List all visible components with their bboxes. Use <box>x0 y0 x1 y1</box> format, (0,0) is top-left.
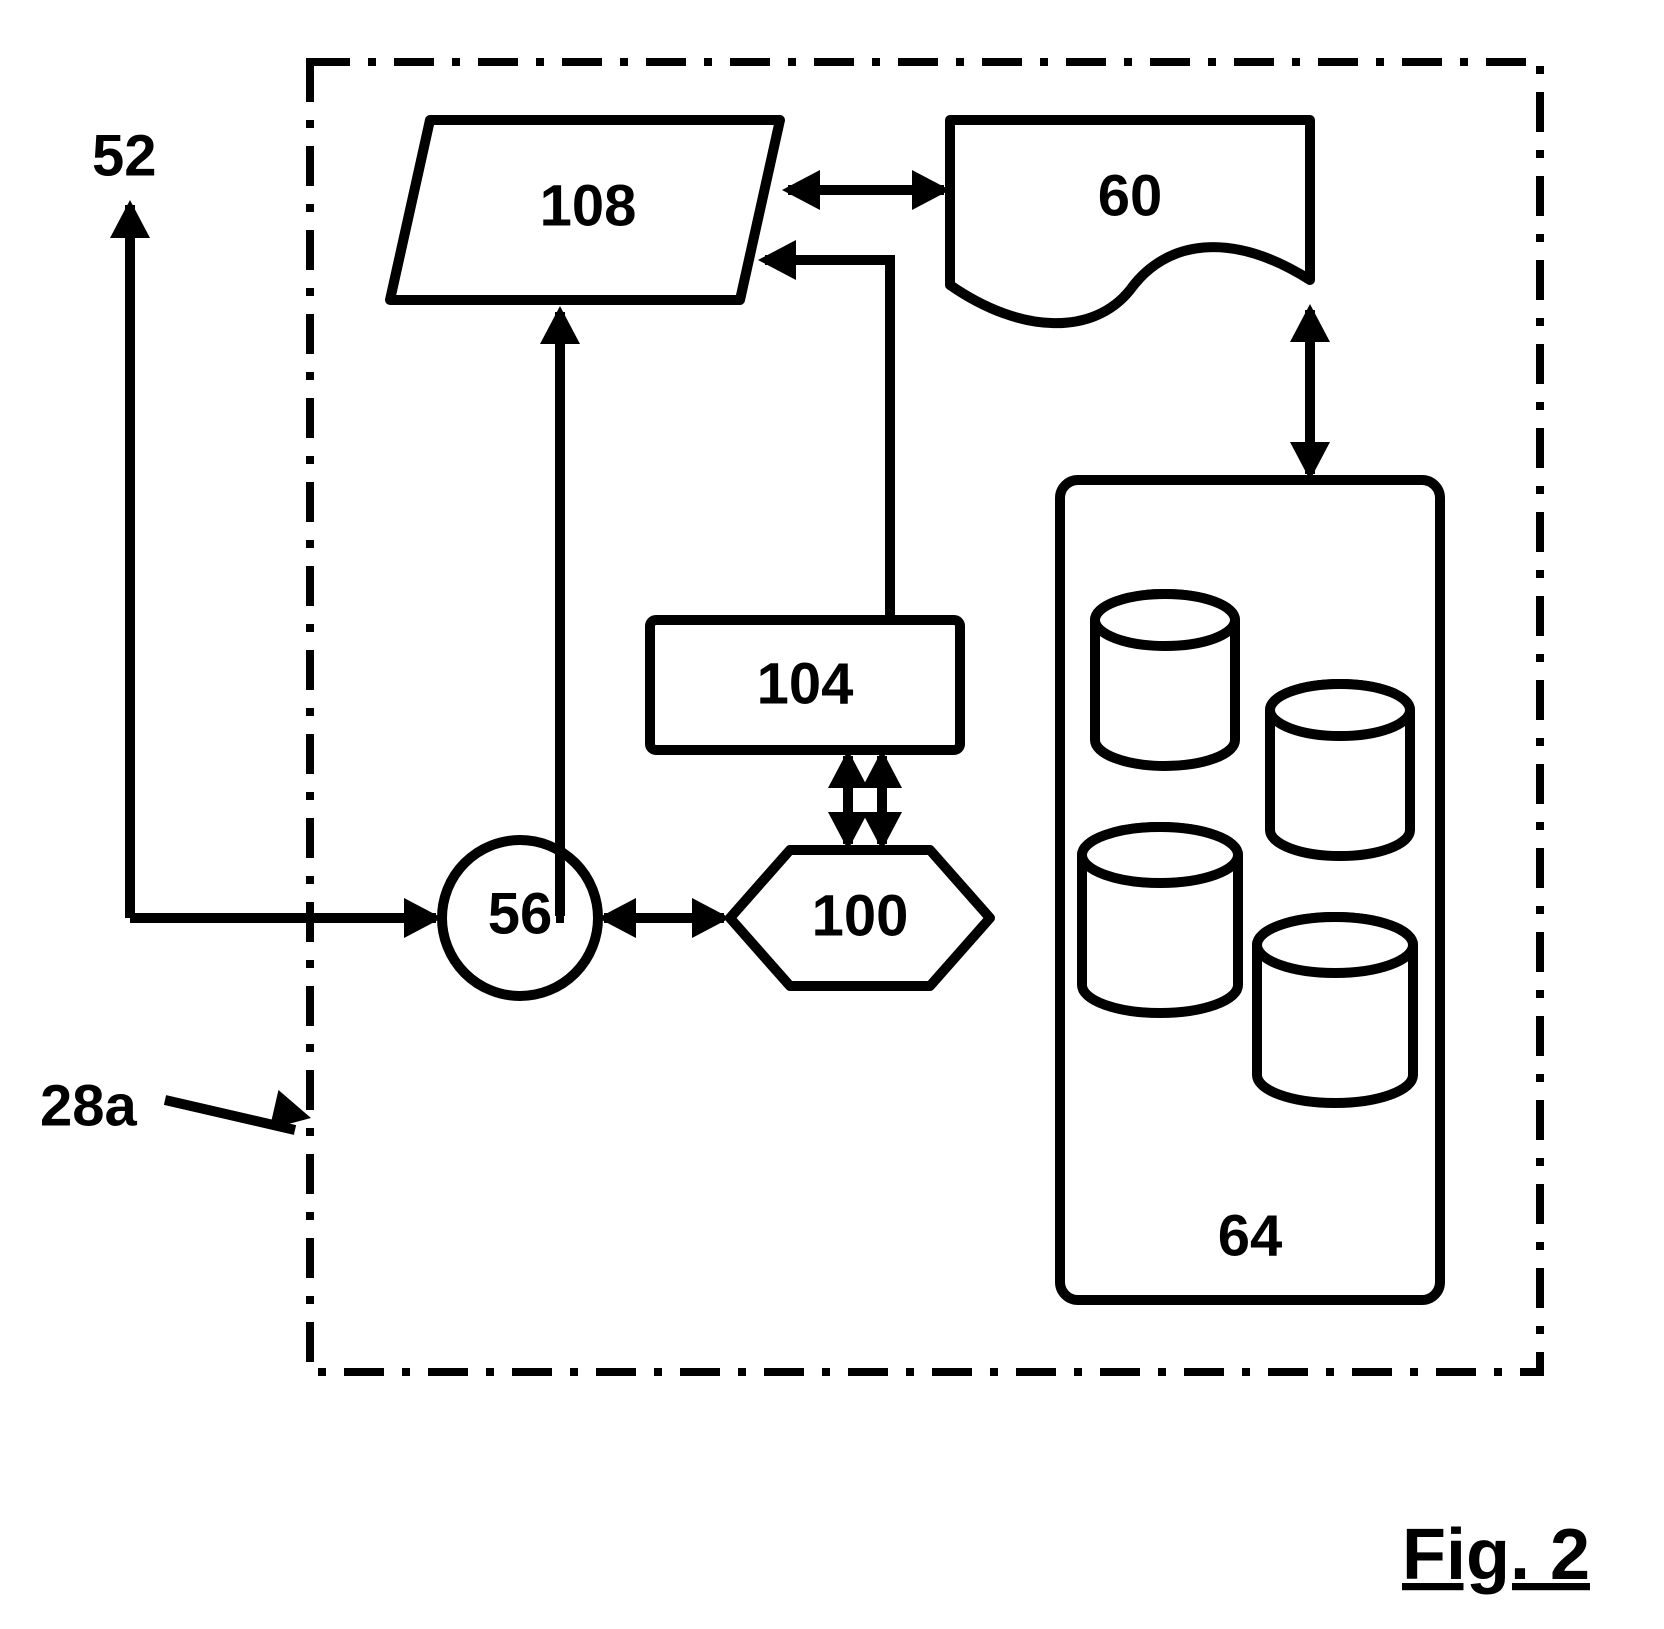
label-52: 52 <box>92 123 157 188</box>
svg-text:60: 60 <box>1098 163 1163 228</box>
cylinder-0 <box>1095 594 1235 766</box>
svg-text:100: 100 <box>812 883 909 948</box>
svg-text:108: 108 <box>540 173 637 238</box>
figure-caption: Fig. 2 <box>1402 1515 1590 1595</box>
svg-text:64: 64 <box>1218 1203 1283 1268</box>
label-28a: 28a <box>40 1073 138 1138</box>
cylinder-3 <box>1257 917 1413 1103</box>
cylinder-2 <box>1082 827 1238 1013</box>
svg-text:104: 104 <box>757 651 854 716</box>
figure-2-diagram: 52 28a Fig. 2 108 60 104 56 100 64 <box>0 0 1664 1629</box>
svg-text:56: 56 <box>488 881 553 946</box>
cylinder-1 <box>1270 684 1410 856</box>
